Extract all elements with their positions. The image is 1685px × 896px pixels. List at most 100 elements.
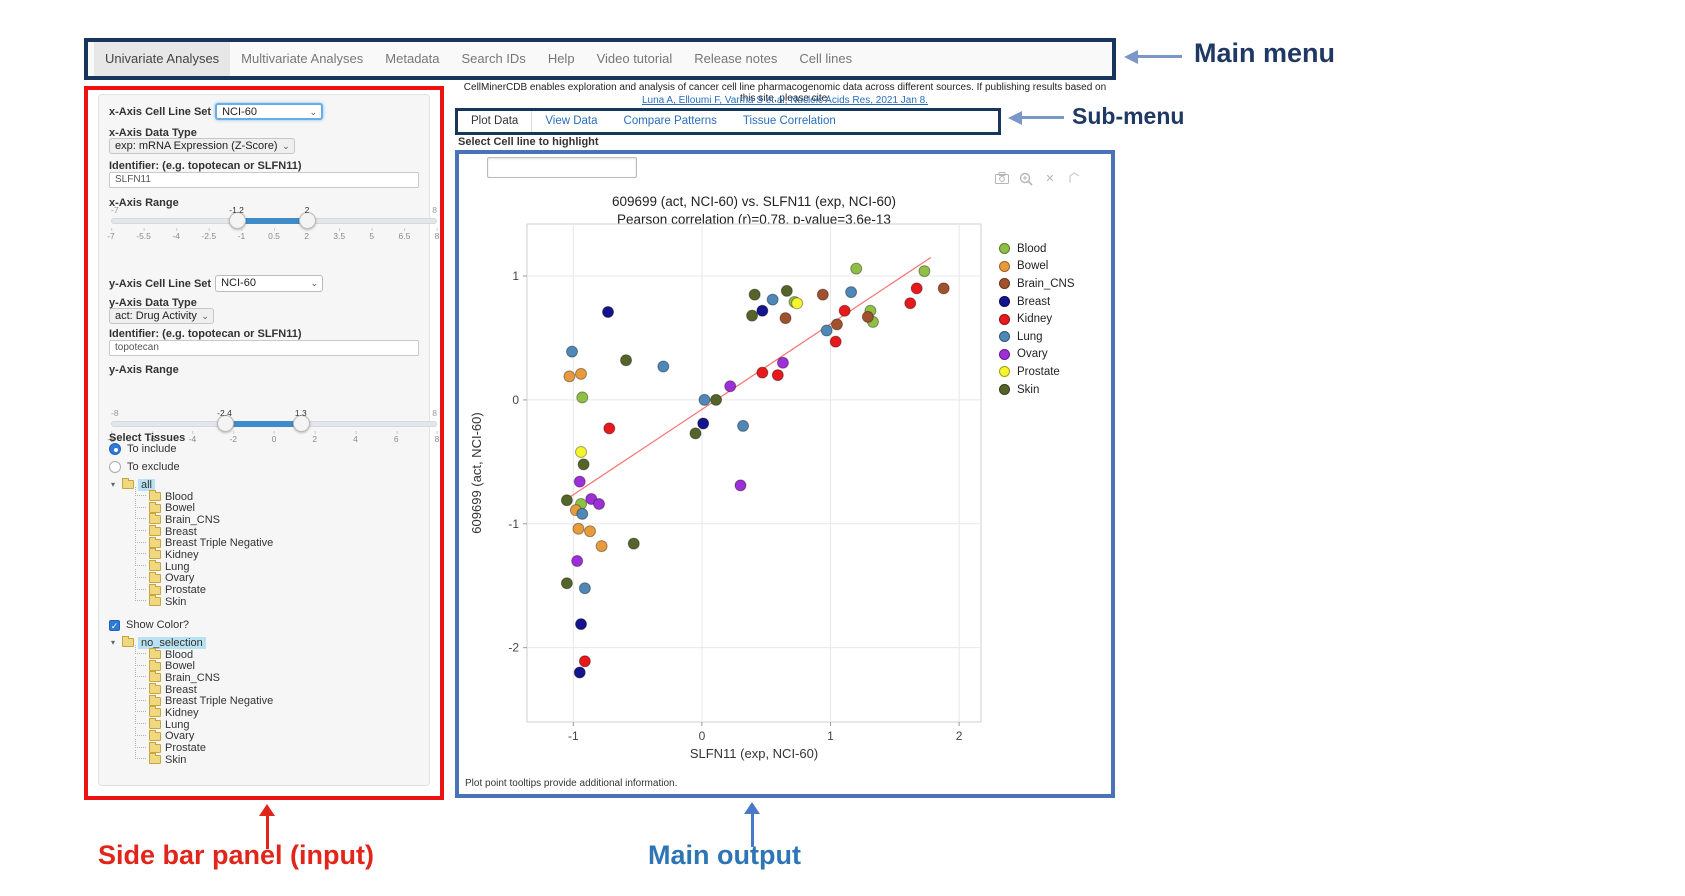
scatter-point-lung[interactable] — [820, 324, 833, 337]
slider-handle-from[interactable] — [228, 212, 246, 229]
tree-item-label[interactable]: Blood — [165, 648, 194, 661]
scatter-point-kidney[interactable] — [578, 655, 591, 668]
scatter-point-breast[interactable] — [756, 304, 769, 317]
tree-item-breast-triple-negative[interactable]: Breast Triple Negative — [135, 533, 419, 550]
tree-item-label[interactable]: Brain_CNS — [165, 513, 221, 526]
tree-item-kidney[interactable]: Kidney — [135, 703, 419, 719]
tree-item-prostate[interactable]: Prostate — [135, 580, 419, 597]
slider-handle-to[interactable] — [299, 212, 316, 229]
menu-item-help[interactable]: Help — [547, 51, 575, 66]
scatter-point-skin[interactable] — [620, 354, 633, 367]
x-range-slider[interactable]: -7 8 -1.2 2 -7 -5.5 -4 -2.5 -1 0.5 2 3.5 5 6.5 8 — [107, 205, 439, 241]
highlight-cell-line-input[interactable] — [487, 157, 637, 178]
tree-item-prostate[interactable]: Prostate — [135, 738, 419, 754]
scatter-point-blood[interactable] — [918, 265, 931, 278]
y-cell-line-set-select[interactable]: NCI-60 ⌄ — [215, 275, 324, 292]
scatter-point-kidney[interactable] — [829, 335, 842, 348]
legend-item-prostate[interactable]: Prostate — [999, 363, 1075, 381]
scatter-point-lung[interactable] — [578, 582, 591, 595]
tree-item-label[interactable]: Breast Triple Negative — [165, 537, 274, 550]
scatter-point-bowel[interactable] — [572, 522, 585, 535]
tree-root-no-selection[interactable]: ▾ no_selection — [111, 636, 419, 649]
reset-axes-icon[interactable] — [1067, 172, 1081, 186]
tree-item-ovary[interactable]: Ovary — [135, 726, 419, 743]
tree-root-all[interactable]: ▾ all — [111, 478, 419, 491]
checkbox-checked-icon[interactable]: ✓ — [109, 619, 120, 631]
scatter-point-breast[interactable] — [573, 666, 586, 679]
tree-item-label[interactable]: Bowel — [165, 660, 195, 673]
scatter-point-lung[interactable] — [766, 293, 779, 306]
scatter-point-skin[interactable] — [560, 494, 573, 507]
tree-item-blood[interactable]: Blood — [135, 645, 419, 661]
scatter-point-prostate[interactable] — [575, 445, 588, 458]
scatter-point-breast[interactable] — [602, 305, 615, 318]
scatter-point-kidney[interactable] — [904, 297, 917, 310]
scatter-point-ovary[interactable] — [724, 380, 737, 393]
scatter-point-kidney[interactable] — [756, 366, 769, 379]
tree-item-brain-cns[interactable]: Brain_CNS — [135, 510, 419, 526]
tree-item-label[interactable]: Ovary — [165, 730, 195, 743]
scatter-point-kidney[interactable] — [603, 422, 616, 435]
scatter-point-bowel[interactable] — [563, 370, 576, 383]
tab-view-data[interactable]: View Data — [545, 115, 598, 127]
scatter-point-brain-cns[interactable] — [816, 288, 829, 301]
tree-item-breast[interactable]: Breast — [135, 522, 419, 538]
scatter-point-lung[interactable] — [657, 360, 670, 373]
scatter-point-bowel[interactable] — [584, 525, 597, 538]
scatter-point-skin[interactable] — [627, 537, 640, 550]
menu-item-video-tutorial[interactable]: Video tutorial — [596, 51, 673, 66]
tree-item-breast-triple-negative[interactable]: Breast Triple Negative — [135, 691, 419, 708]
tree-item-label[interactable]: Bowel — [165, 502, 195, 515]
menu-item-cell-lines[interactable]: Cell lines — [799, 51, 853, 66]
scatter-point-brain-cns[interactable] — [779, 312, 792, 325]
scatter-point-lung[interactable] — [576, 507, 589, 520]
scatter-point-ovary[interactable] — [593, 497, 606, 510]
scatter-point-skin[interactable] — [689, 427, 702, 440]
legend-item-ovary[interactable]: Ovary — [999, 346, 1075, 364]
tree-item-bowel[interactable]: Bowel — [135, 656, 419, 673]
tree-item-label[interactable]: Brain_CNS — [165, 671, 221, 684]
close-icon[interactable]: ✕ — [1045, 173, 1055, 185]
tree-item-kidney[interactable]: Kidney — [135, 545, 419, 561]
menu-item-univariate-analyses[interactable]: Univariate Analyses — [94, 42, 231, 76]
tree-item-label[interactable]: Kidney — [165, 706, 199, 719]
legend-item-brain-cns[interactable]: Brain_CNS — [999, 275, 1075, 293]
tree-item-ovary[interactable]: Ovary — [135, 568, 419, 585]
scatter-point-lung[interactable] — [845, 286, 858, 299]
scatter-point-skin[interactable] — [748, 288, 761, 301]
tree-item-bowel[interactable]: Bowel — [135, 498, 419, 515]
scatter-point-skin[interactable] — [560, 577, 573, 590]
radio-to-exclude[interactable]: To exclude — [109, 461, 419, 473]
scatter-point-breast[interactable] — [575, 618, 588, 631]
scatter-point-skin[interactable] — [746, 309, 759, 322]
scatter-point-ovary[interactable] — [571, 554, 584, 567]
scatter-point-prostate[interactable] — [791, 297, 804, 310]
tree-item-label[interactable]: Skin — [165, 753, 187, 766]
radio-unselected-icon[interactable] — [109, 461, 121, 473]
tree-item-label[interactable]: Breast — [165, 525, 197, 538]
x-data-type-select[interactable]: exp: mRNA Expression (Z-Score) ⌄ — [109, 138, 295, 154]
tree-item-label[interactable]: Lung — [165, 560, 190, 573]
tree-toggle-icon[interactable]: ▾ — [111, 638, 116, 648]
tree-item-label[interactable]: Blood — [165, 490, 194, 503]
tree-item-label[interactable]: Ovary — [165, 572, 195, 585]
scatter-point-bowel[interactable] — [575, 367, 588, 380]
tree-item-skin[interactable]: Skin — [135, 592, 419, 608]
tab-compare-patterns[interactable]: Compare Patterns — [623, 115, 717, 127]
tree-item-label[interactable]: Kidney — [165, 548, 199, 561]
scatter-point-lung[interactable] — [566, 345, 579, 358]
tab-tissue-correlation[interactable]: Tissue Correlation — [742, 115, 836, 127]
tree-root-label[interactable]: all — [138, 478, 156, 491]
plot-area[interactable] — [526, 223, 982, 723]
camera-icon[interactable] — [995, 172, 1009, 186]
tree-item-lung[interactable]: Lung — [135, 715, 419, 731]
tree-item-label[interactable]: Breast Triple Negative — [165, 695, 274, 708]
menu-item-multivariate-analyses[interactable]: Multivariate Analyses — [241, 51, 364, 66]
legend-item-kidney[interactable]: Kidney — [999, 310, 1075, 328]
legend-item-breast[interactable]: Breast — [999, 293, 1075, 311]
tab-plot-data[interactable]: Plot Data — [458, 111, 533, 132]
tree-root-label[interactable]: no_selection — [138, 636, 206, 649]
tree-item-label[interactable]: Prostate — [165, 584, 206, 597]
scatter-point-breast[interactable] — [697, 417, 710, 430]
scatter-plot[interactable]: -1 0 1 2 -2 -1 0 1 SLFN11 (exp, NCI-60) 609699 (a… — [467, 214, 1017, 774]
